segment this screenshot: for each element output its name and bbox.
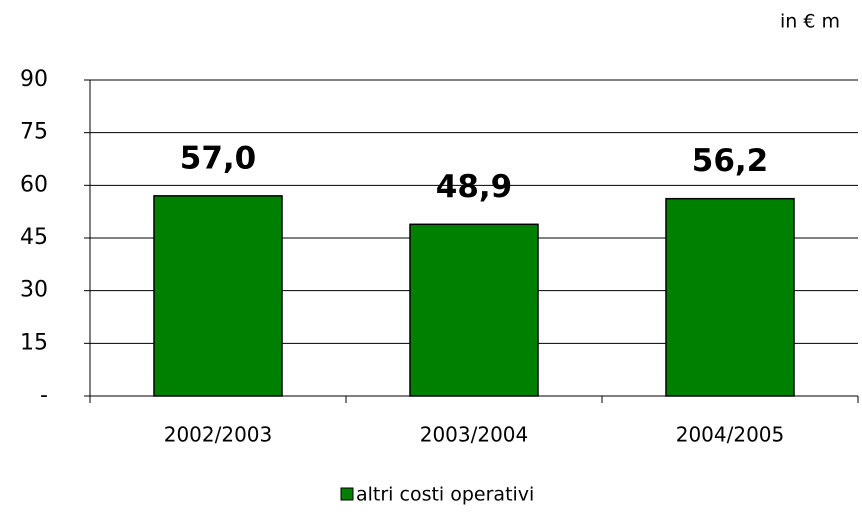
x-tick-label: 2002/2003	[164, 423, 273, 447]
value-label: 56,2	[692, 143, 769, 179]
y-tick-label: 60	[20, 172, 48, 197]
y-tick-label: 15	[20, 330, 48, 355]
legend-label: altri costi operativi	[356, 484, 534, 506]
legend-swatch	[340, 487, 354, 501]
x-tick-label: 2004/2005	[676, 423, 785, 447]
y-tick-label: 75	[20, 120, 48, 145]
y-tick-label: 90	[20, 67, 48, 92]
value-label: 57,0	[180, 140, 257, 176]
value-label: 48,9	[436, 169, 513, 205]
y-tick-label: -	[40, 383, 48, 408]
unit-note: in € m	[780, 11, 840, 33]
y-tick-label: 45	[20, 225, 48, 250]
bar	[409, 223, 539, 397]
bar	[153, 195, 283, 397]
x-tick-label: 2003/2004	[420, 423, 529, 447]
bar	[665, 197, 795, 397]
y-tick-label: 30	[20, 278, 48, 303]
